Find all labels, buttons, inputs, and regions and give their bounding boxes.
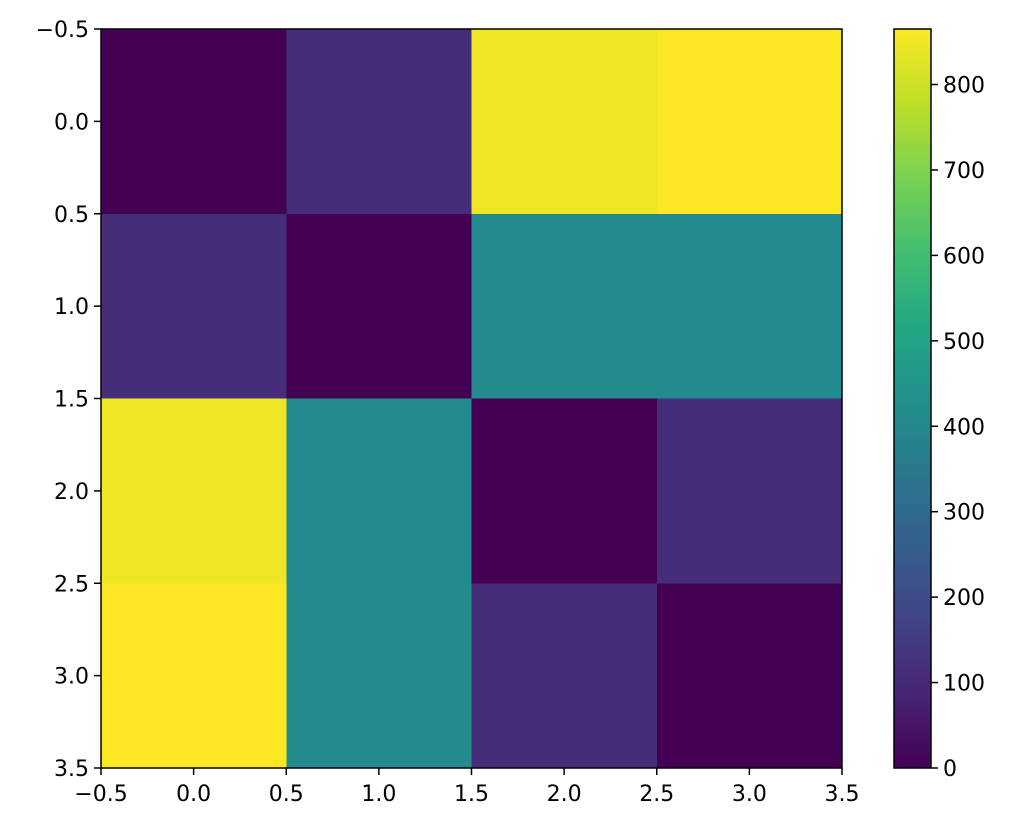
y-tick-label: 3.0 bbox=[54, 665, 89, 690]
x-tick-label: 1.5 bbox=[454, 782, 489, 807]
colorbar-tick-label: 800 bbox=[943, 74, 985, 99]
colorbar-tick-label: 400 bbox=[943, 415, 985, 440]
heatmap-cell-r0-c3 bbox=[656, 29, 842, 214]
colorbar-tick-label: 100 bbox=[943, 672, 985, 697]
heatmap-cell-r2-c3 bbox=[656, 398, 842, 584]
x-tick-label: 2.5 bbox=[639, 782, 674, 807]
heatmap-cell-r0-c0 bbox=[101, 29, 287, 214]
x-tick-label: 0.0 bbox=[176, 782, 211, 807]
y-tick-label: 0.5 bbox=[54, 203, 89, 228]
heatmap-cell-r3-c2 bbox=[471, 583, 657, 768]
x-tick-label: 0.5 bbox=[269, 782, 304, 807]
colorbar-tick-label: 700 bbox=[943, 159, 985, 184]
colorbar bbox=[893, 28, 932, 769]
y-tick-label: 0.0 bbox=[54, 110, 89, 135]
heatmap-cell-r1-c1 bbox=[286, 213, 472, 399]
x-tick-label: 3.0 bbox=[732, 782, 767, 807]
y-tick-label: −0.5 bbox=[36, 18, 89, 43]
heatmap-cell-r2-c2 bbox=[471, 398, 657, 584]
x-tick-label: 2.0 bbox=[547, 782, 582, 807]
heatmap-cell-r1-c2 bbox=[471, 213, 657, 399]
x-tick-label: 3.5 bbox=[825, 782, 860, 807]
heatmap-cell-r3-c3 bbox=[656, 583, 842, 768]
x-tick-label: 1.0 bbox=[361, 782, 396, 807]
heatmap-cell-r1-c3 bbox=[656, 213, 842, 399]
colorbar-tick-label: 300 bbox=[943, 501, 985, 526]
heatmap-cell-r3-c0 bbox=[101, 583, 287, 768]
y-tick-label: 2.0 bbox=[54, 480, 89, 505]
heatmap-cell-r3-c1 bbox=[286, 583, 472, 768]
y-tick-label: 2.5 bbox=[54, 572, 89, 597]
colorbar-tick-label: 500 bbox=[943, 330, 985, 355]
colorbar-tick-label: 200 bbox=[943, 586, 985, 611]
y-tick-label: 1.5 bbox=[54, 388, 89, 413]
colorbar-tick-label: 600 bbox=[943, 244, 985, 269]
heatmap-cell-r2-c1 bbox=[286, 398, 472, 584]
y-tick-label: 3.5 bbox=[54, 757, 89, 782]
heatmap-cell-r0-c2 bbox=[471, 29, 657, 214]
colorbar-tick-label: 0 bbox=[943, 757, 957, 782]
heatmap-cell-r2-c0 bbox=[101, 398, 287, 584]
heatmap-cell-r0-c1 bbox=[286, 29, 472, 214]
x-tick-label: −0.5 bbox=[74, 782, 127, 807]
heatmap-cell-r1-c0 bbox=[101, 213, 287, 399]
y-tick-label: 1.0 bbox=[54, 295, 89, 320]
